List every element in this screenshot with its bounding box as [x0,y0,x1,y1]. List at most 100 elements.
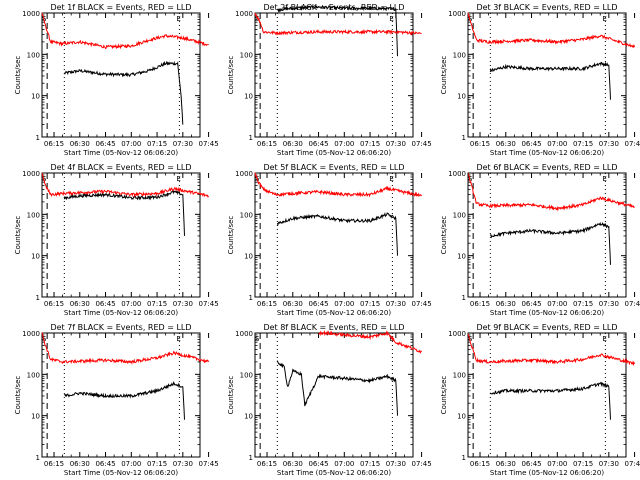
y-tick-label: 1 [462,294,466,302]
start-marker-label: S [255,15,260,23]
x-tick-label: 07:30 [599,140,619,148]
x-tick-label: 06:45 [521,140,541,148]
plot-frame [254,12,414,138]
lld-series-line [41,172,210,198]
start-marker-label: S [468,175,473,183]
x-tick-label: 07:00 [334,460,354,468]
x-tick-label: 06:30 [70,140,90,148]
x-tick-label: 06:45 [308,300,328,308]
x-tick-label: 06:30 [70,460,90,468]
x-tick-label: 06:15 [470,460,490,468]
x-axis-label: Start Time (05-Nov-12 06:06:20) [64,469,178,477]
x-tick-label: 07:30 [599,300,619,308]
events-series-line [63,60,184,125]
y-axis-label: Counts/sec [14,376,22,415]
lld-series-line [254,12,422,36]
end-marker-label: E [602,175,606,183]
x-tick-label: 06:30 [496,300,516,308]
x-axis-label: Start Time (05-Nov-12 06:06:20) [277,149,391,157]
x-tick-label: 06:15 [470,140,490,148]
end-marker-label: E [389,175,393,183]
y-tick-label: 10 [244,93,253,101]
lld-series-line [467,12,636,49]
y-tick-label: 100 [240,371,253,379]
y-tick-label: 1 [36,454,40,462]
x-tick-label: 06:15 [44,140,64,148]
y-tick-label: 1000 [448,10,466,18]
detector-panel: Det 6f BLACK = Events, RED = LLD 1 10 100 10… [440,163,640,317]
y-tick-label: 100 [240,51,253,59]
events-series-line [276,360,398,416]
panel-title: Det 1f BLACK = Events, RED = LLD [50,3,191,12]
x-tick-label: 07:00 [121,140,141,148]
x-tick-label: 07:00 [121,300,141,308]
y-tick-label: 1000 [448,170,466,178]
y-axis-label: Counts/sec [440,216,448,255]
x-tick-label: 07:45 [411,300,431,308]
y-tick-label: 10 [457,93,466,101]
lld-series-line [41,332,210,365]
y-tick-label: 1 [249,134,253,142]
y-axis-label: Counts/sec [14,56,22,95]
y-tick-label: 100 [453,371,466,379]
x-tick-label: 07:30 [173,300,193,308]
plot-frame [41,332,201,458]
y-tick-label: 10 [31,413,40,421]
x-axis-label: Start Time (05-Nov-12 06:06:20) [64,309,178,317]
x-tick-label: 07:15 [360,300,380,308]
x-tick-label: 07:45 [198,140,218,148]
x-axis-label: Start Time (05-Nov-12 06:06:20) [277,469,391,477]
y-tick-label: 1 [36,134,40,142]
y-tick-label: 1 [36,294,40,302]
panel-title: Det 5f BLACK = Events, RED = LLD [263,163,404,172]
y-axis-label: Counts/sec [14,216,22,255]
y-tick-label: 100 [240,211,253,219]
x-axis-label: Start Time (05-Nov-12 06:06:20) [490,469,604,477]
end-marker-label: E [176,175,180,183]
panel-title: Det 3f BLACK = Events, RED = LLD [476,3,617,12]
x-tick-label: 07:00 [121,460,141,468]
detector-panel: Det 5f BLACK = Events, RED = LLD 1 10 100 10… [227,163,432,317]
lld-series-line [318,330,422,354]
y-tick-label: 1 [249,454,253,462]
x-tick-label: 07:30 [386,300,406,308]
detector-panel: Det 4f BLACK = Events, RED = LLD 1 10 100 10… [14,163,219,317]
x-tick-label: 06:15 [470,300,490,308]
x-tick-label: 07:45 [411,140,431,148]
events-series-line [489,221,611,265]
panel-title: Det 4f BLACK = Events, RED = LLD [50,163,191,172]
x-tick-label: 07:00 [547,300,567,308]
start-marker-label: S [468,15,473,23]
x-tick-label: 06:15 [257,300,277,308]
detector-panel: Det 1f BLACK = Events, RED = LLD 1 10 100 10… [14,3,219,157]
y-tick-label: 1000 [235,170,253,178]
y-axis-label: Counts/sec [227,376,235,415]
y-tick-label: 10 [31,93,40,101]
y-tick-label: 10 [457,413,466,421]
plot-frame [41,12,201,138]
end-marker-label: E [176,15,180,23]
lld-series-line [467,333,636,367]
y-tick-label: 1000 [22,330,40,338]
plot-frame [254,172,414,298]
x-tick-label: 06:15 [44,460,64,468]
events-series-line [63,381,185,420]
x-tick-label: 07:15 [147,300,167,308]
x-tick-label: 07:00 [547,460,567,468]
events-series-line [489,381,611,420]
plot-frame [254,332,414,458]
x-tick-label: 07:15 [147,140,167,148]
events-series-line [276,4,398,57]
end-marker-label: E [602,15,606,23]
plot-frame [467,12,627,138]
x-tick-label: 07:15 [360,460,380,468]
x-tick-label: 06:45 [95,460,115,468]
x-tick-label: 07:00 [334,140,354,148]
x-tick-label: 07:00 [547,140,567,148]
x-tick-label: 06:45 [95,140,115,148]
x-tick-label: 07:30 [173,140,193,148]
x-axis-label: Start Time (05-Nov-12 06:06:20) [490,149,604,157]
y-tick-label: 10 [244,253,253,261]
panel-title: Det 8f BLACK = Events, RED = LLD [263,323,404,332]
